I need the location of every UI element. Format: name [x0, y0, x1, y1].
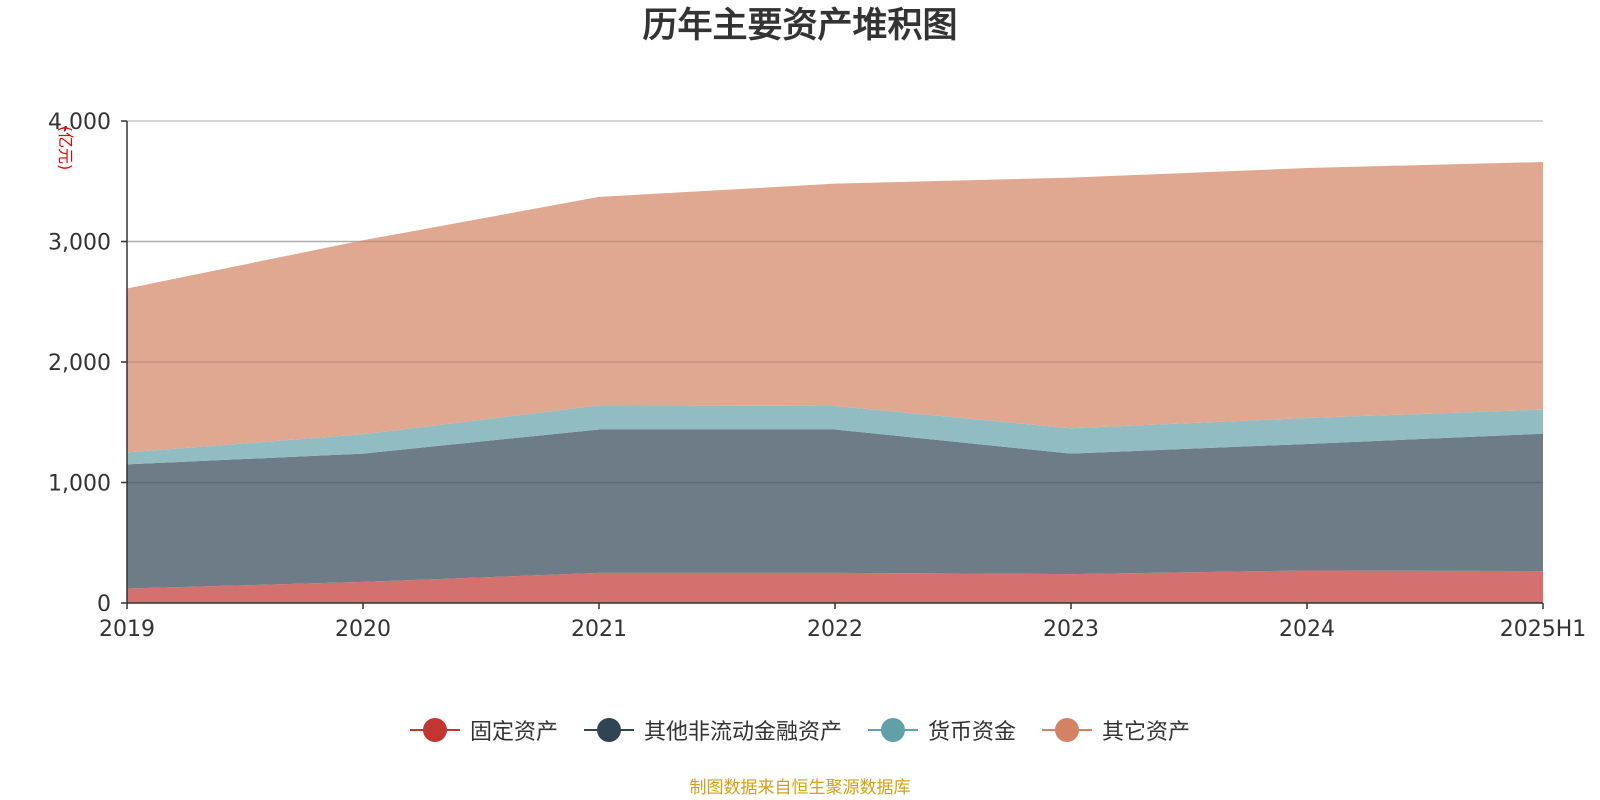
legend-item-1[interactable]: 其他非流动金融资产 — [583, 714, 842, 746]
legend-item-2[interactable]: 货币资金 — [868, 714, 1016, 746]
area-series-2 — [127, 405, 1543, 465]
x-tick-label-0: 2019 — [99, 617, 155, 642]
x-tick-label-5: 2024 — [1279, 617, 1335, 642]
legend-marker-3 — [1042, 718, 1093, 742]
y-tick-label-2: 2,000 — [48, 351, 111, 376]
y-tick-label-0: 0 — [97, 592, 111, 617]
legend: 固定资产 其他非流动金融资产 货币资金 其它资产 — [0, 714, 1600, 746]
source-note: 制图数据来自恒生聚源数据库 — [689, 778, 911, 798]
y-tick-label-4: 4,000 — [48, 110, 111, 135]
y-axis-unit-label: (亿元) — [56, 126, 75, 171]
y-tick-label-1: 1,000 — [48, 472, 111, 497]
chart-title: 历年主要资产堆积图 — [642, 6, 958, 46]
x-tick-label-3: 2022 — [807, 617, 863, 642]
x-tick-label-4: 2023 — [1043, 617, 1099, 642]
y-tick-label-3: 3,000 — [48, 231, 111, 256]
legend-marker-1 — [583, 718, 634, 742]
legend-label-1: 其他非流动金融资产 — [643, 720, 842, 745]
axes: 0 1,000 2,000 3,000 4,000 2019 2020 2021 2022 202… — [48, 110, 1586, 642]
legend-label-3: 其它资产 — [1102, 720, 1191, 745]
area-series-3 — [127, 161, 1543, 453]
x-tick-label-6: 2025H1 — [1500, 617, 1587, 642]
x-tick-label-2: 2021 — [571, 617, 627, 642]
area-layer — [127, 161, 1543, 603]
area-series-0 — [127, 570, 1543, 603]
area-series-1 — [127, 429, 1543, 589]
legend-label-2: 货币资金 — [928, 720, 1017, 745]
legend-marker-2 — [868, 718, 918, 742]
legend-label-0: 固定资产 — [469, 720, 558, 745]
legend-item-3[interactable]: 其它资产 — [1042, 714, 1190, 746]
x-tick-label-1: 2020 — [335, 617, 391, 642]
legend-item-0[interactable]: 固定资产 — [409, 714, 558, 746]
legend-marker-0 — [409, 718, 460, 742]
